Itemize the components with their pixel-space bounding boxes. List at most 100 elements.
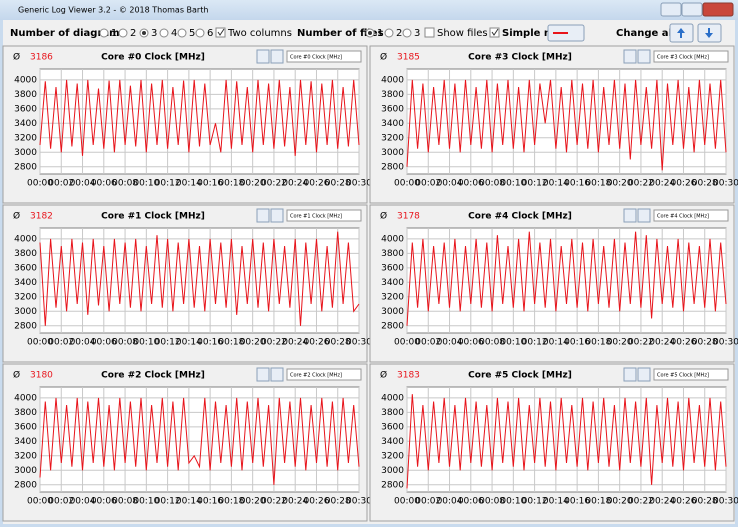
change-all-label: Change all [616,28,675,39]
show-files-label: Show files [437,28,488,39]
maximize-button[interactable] [681,2,703,17]
info-button[interactable] [623,367,637,382]
y-tick-label: 4000 [381,393,404,403]
channel-select-text: Core #2 Clock [MHz] [290,373,342,379]
y-tick-label: 2800 [14,480,37,490]
radio-label: 2 [130,28,136,39]
x-tick-label: 00:08 [479,179,505,189]
y-tick-label: 3200 [14,451,37,461]
x-tick-label: 00:04 [70,497,96,507]
x-tick-label: 00:10 [133,179,159,189]
x-tick-label: 00:18 [585,338,611,348]
channel-select[interactable] [286,50,362,63]
radio[interactable] [118,28,128,38]
y-tick-label: 4000 [14,75,37,85]
x-tick-label: 00:26 [670,497,696,507]
channel-select-text: Core #0 Clock [MHz] [290,55,342,61]
info-button[interactable] [623,49,637,64]
export-button[interactable] [637,49,651,64]
minimize-button[interactable] [660,2,682,17]
x-tick-label: 00:18 [585,497,611,507]
x-tick-label: 00:22 [261,179,287,189]
radio-dot [368,31,372,35]
x-tick-label: 00:00 [27,338,53,348]
x-tick-label: 00:06 [458,179,484,189]
channel-select[interactable] [653,368,729,381]
y-tick-label: 2800 [381,321,404,331]
x-tick-label: 00:26 [670,338,696,348]
x-tick-label: 00:30 [713,338,738,348]
info-button[interactable] [623,208,637,223]
y-tick-label: 3200 [381,292,404,302]
export-button[interactable] [270,208,284,223]
radio[interactable] [99,28,109,38]
radio-label: 1 [377,28,383,39]
x-tick-label: 00:22 [628,497,654,507]
radio[interactable] [195,28,205,38]
y-tick-label: 3200 [381,451,404,461]
data-line [406,79,727,171]
x-tick-label: 00:28 [325,338,351,348]
x-tick-label: 00:08 [112,179,138,189]
radio[interactable] [177,28,187,38]
x-tick-label: 00:18 [585,179,611,189]
avg-value: 3178 [397,212,420,222]
x-tick-label: 00:16 [564,497,590,507]
x-tick-label: 00:20 [607,497,633,507]
channel-select[interactable] [653,50,729,63]
y-tick-label: 3800 [14,249,37,259]
files-label: Number of files [297,28,384,39]
chart-title: Core #5 Clock [MHz] [468,371,572,381]
data-line [39,231,360,326]
radio[interactable] [402,28,412,38]
x-tick-label: 00:08 [479,497,505,507]
y-tick-label: 3600 [381,422,404,432]
avg-symbol: Ø [380,370,387,381]
y-tick-label: 3400 [14,278,37,288]
radio-dot [142,31,146,35]
y-tick-label: 4000 [381,234,404,244]
x-tick-label: 00:00 [27,497,53,507]
channel-select[interactable] [286,209,362,222]
y-tick-label: 3000 [14,148,37,158]
export-button[interactable] [637,367,651,382]
export-button[interactable] [270,367,284,382]
x-tick-label: 00:02 [415,338,441,348]
x-tick-label: 00:10 [133,497,159,507]
info-button[interactable] [256,49,270,64]
x-tick-label: 00:20 [607,338,633,348]
x-tick-label: 00:22 [628,338,654,348]
checkbox[interactable] [424,27,435,38]
checkbox[interactable] [215,27,226,38]
info-button[interactable] [256,367,270,382]
channel-select[interactable] [653,209,729,222]
radio[interactable] [159,28,169,38]
y-tick-label: 3400 [14,437,37,447]
checkbox[interactable] [489,27,500,38]
radio[interactable] [384,28,394,38]
x-tick-label: 00:30 [713,179,738,189]
y-tick-label: 3000 [381,307,404,317]
info-button[interactable] [256,208,270,223]
plot-area [39,227,360,334]
x-tick-label: 00:12 [522,179,548,189]
radio-label: 2 [396,28,402,39]
data-line [39,79,360,156]
x-tick-label: 00:26 [303,338,329,348]
x-tick-label: 00:20 [607,179,633,189]
diagram-radio-group: 1 2 3 4 5 6 [99,28,213,39]
export-button[interactable] [270,49,284,64]
close-button[interactable] [702,2,734,17]
x-tick-label: 00:00 [394,179,420,189]
x-tick-label: 00:28 [692,338,718,348]
x-tick-label: 00:16 [564,338,590,348]
x-tick-label: 00:30 [346,497,372,507]
y-tick-label: 3800 [381,408,404,418]
simple-mode-label: Simple mod [502,28,568,39]
x-tick-label: 00:30 [713,497,738,507]
x-tick-label: 00:24 [649,179,675,189]
export-button[interactable] [637,208,651,223]
x-tick-label: 00:14 [176,338,202,348]
channel-select[interactable] [286,368,362,381]
